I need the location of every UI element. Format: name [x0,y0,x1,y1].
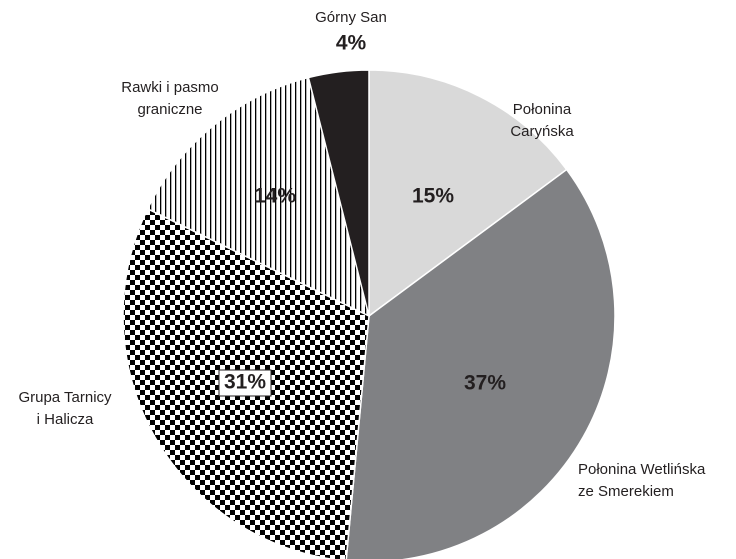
category-label: graniczne [137,101,202,118]
category-label: Caryńska [510,123,574,140]
category-label: Górny San [315,9,387,26]
value-label: 31% [224,371,266,394]
value-label: 14% [254,185,296,208]
pie-slice [307,69,370,317]
pie-slice [368,69,568,318]
label-background [218,369,272,397]
category-label: Połonina Wetlińska [578,461,706,478]
value-label: 4% [336,32,367,55]
category-label: ze Smerekiem [578,483,674,500]
pie-slice [345,168,616,559]
category-label: i Halicza [37,411,94,428]
pie-slice [146,76,371,318]
value-label: 37% [464,372,506,395]
category-label: Połonina [513,101,572,118]
category-label: Rawki i pasmo [121,79,219,96]
category-label: Grupa Tarnicy [18,389,112,406]
value-label: 15% [412,185,454,208]
